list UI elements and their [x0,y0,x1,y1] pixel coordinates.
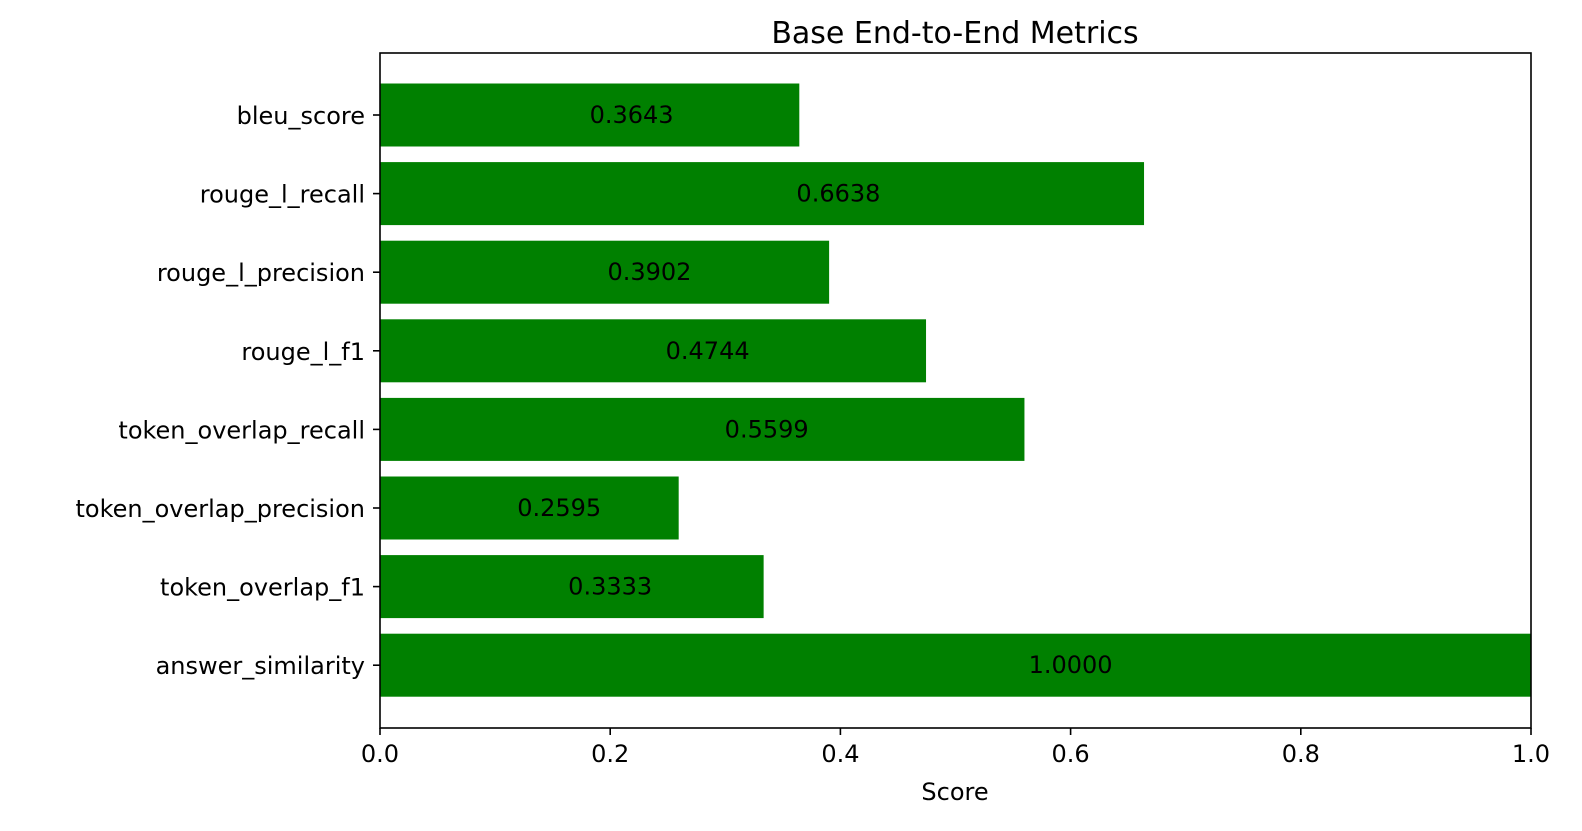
bar-value-label: 0.5599 [725,415,809,443]
y-tick-label: rouge_l_precision [157,259,365,287]
y-tick-label: token_overlap_recall [118,416,365,444]
bar-token-overlap-f1 [380,555,764,619]
bar-value-label: 0.3643 [590,101,674,129]
bar-value-label: 0.3902 [607,258,691,286]
bars-group [380,83,1531,697]
bar-rouge-l-precision [380,240,830,304]
bar-rouge-l-f1 [380,319,927,383]
bar-token-overlap-recall [380,397,1025,461]
bar-value-label: 0.3333 [568,573,652,601]
y-tick-label: bleu_score [237,102,365,130]
x-tick-label: 0.2 [591,740,629,768]
bar-value-label: 0.4744 [666,337,750,365]
plot-area-frame [379,52,1532,729]
x-axis: 0.0 0.2 0.4 0.6 0.8 1.0 [361,728,1550,768]
x-tick-label: 0.6 [1052,740,1090,768]
x-axis-label: Score [921,778,988,806]
y-axis: bleu_score rouge_l_recall rouge_l_precisio… [75,102,380,680]
bar-bleu-score [380,83,800,147]
y-tick-label: answer_similarity [156,652,365,680]
y-tick-label: rouge_l_f1 [241,338,365,366]
y-tick-label: token_overlap_precision [75,495,365,523]
x-tick-label: 0.8 [1282,740,1320,768]
y-tick-label: token_overlap_f1 [160,574,365,602]
x-tick-label: 0.0 [361,740,399,768]
chart-title: Base End-to-End Metrics [771,16,1138,51]
bar-answer-similarity [380,633,1531,697]
x-tick-label: 1.0 [1512,740,1550,768]
bar-token-overlap-precision [380,476,679,540]
x-tick-label: 0.4 [821,740,859,768]
bar-labels-group: 0.3643 0.6638 0.3902 0.4744 0.5599 0.2595 0.33… [517,101,1112,679]
bar-value-label: 1.0000 [1029,651,1113,679]
y-tick-label: rouge_l_recall [200,181,365,209]
bar-value-label: 0.2595 [517,494,601,522]
bar-rouge-l-recall [380,162,1145,226]
bar-value-label: 0.6638 [796,180,880,208]
